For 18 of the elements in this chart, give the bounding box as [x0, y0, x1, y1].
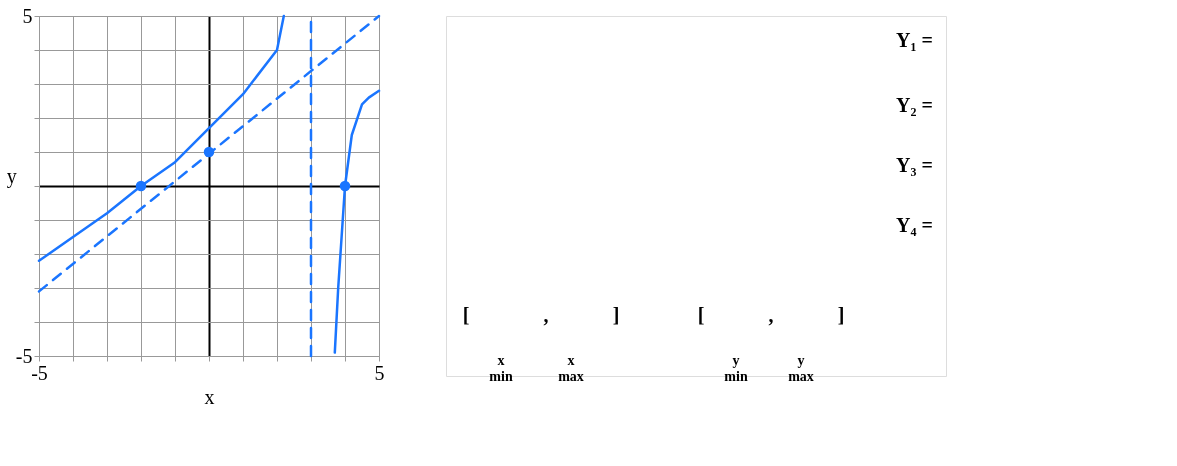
text: x min: [489, 353, 513, 384]
text: y min: [724, 353, 748, 384]
text: [: [697, 304, 705, 326]
text: Y₃ =: [896, 154, 933, 176]
y-axis-title: y: [6, 164, 17, 188]
text: Y₁ =: [896, 29, 933, 51]
line-series: [333, 89, 381, 354]
text: ]: [837, 304, 845, 326]
text: [: [462, 304, 470, 326]
text: ,: [543, 304, 549, 326]
line-series: [37, 14, 286, 263]
text: Y₄ =: [896, 214, 933, 236]
text: x max: [558, 353, 584, 384]
text: y max: [788, 353, 814, 384]
x-axis-title: x: [204, 385, 215, 408]
text: ]: [612, 304, 620, 326]
text: Y₂ =: [896, 94, 933, 116]
text: ,: [768, 304, 774, 326]
